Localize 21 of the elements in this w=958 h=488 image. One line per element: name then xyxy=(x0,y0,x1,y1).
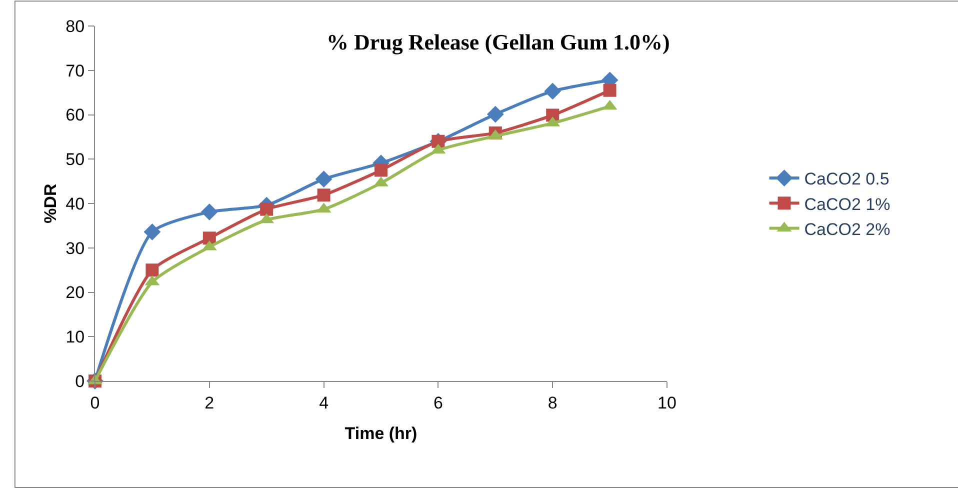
y-tick-label: 0 xyxy=(75,372,85,391)
y-tick-label: 30 xyxy=(66,238,85,258)
x-tick-label: 10 xyxy=(658,393,676,412)
y-tick-label: 40 xyxy=(66,194,85,214)
legend-label: CaCO2 0.5 xyxy=(804,170,890,189)
x-tick-label: 4 xyxy=(319,393,329,412)
legend-label: CaCO2 1% xyxy=(804,194,890,214)
y-axis-title: %DR xyxy=(41,184,60,224)
x-tick-label: 8 xyxy=(548,393,558,412)
x-tick-label: 2 xyxy=(204,393,214,412)
x-tick-label: 0 xyxy=(90,393,100,412)
y-tick-label: 80 xyxy=(66,16,85,36)
chart-title: % Drug Release (Gellan Gum 1.0%) xyxy=(326,30,670,55)
x-tick-label: 6 xyxy=(433,393,443,412)
x-axis-title: Time (hr) xyxy=(344,424,418,443)
y-tick-label: 20 xyxy=(66,283,85,302)
y-tick-label: 50 xyxy=(66,150,85,170)
y-tick-label: 60 xyxy=(66,106,85,125)
y-tick-label: 70 xyxy=(66,61,85,80)
legend-label: CaCO2 2% xyxy=(804,220,890,239)
y-tick-label: 10 xyxy=(66,328,85,347)
